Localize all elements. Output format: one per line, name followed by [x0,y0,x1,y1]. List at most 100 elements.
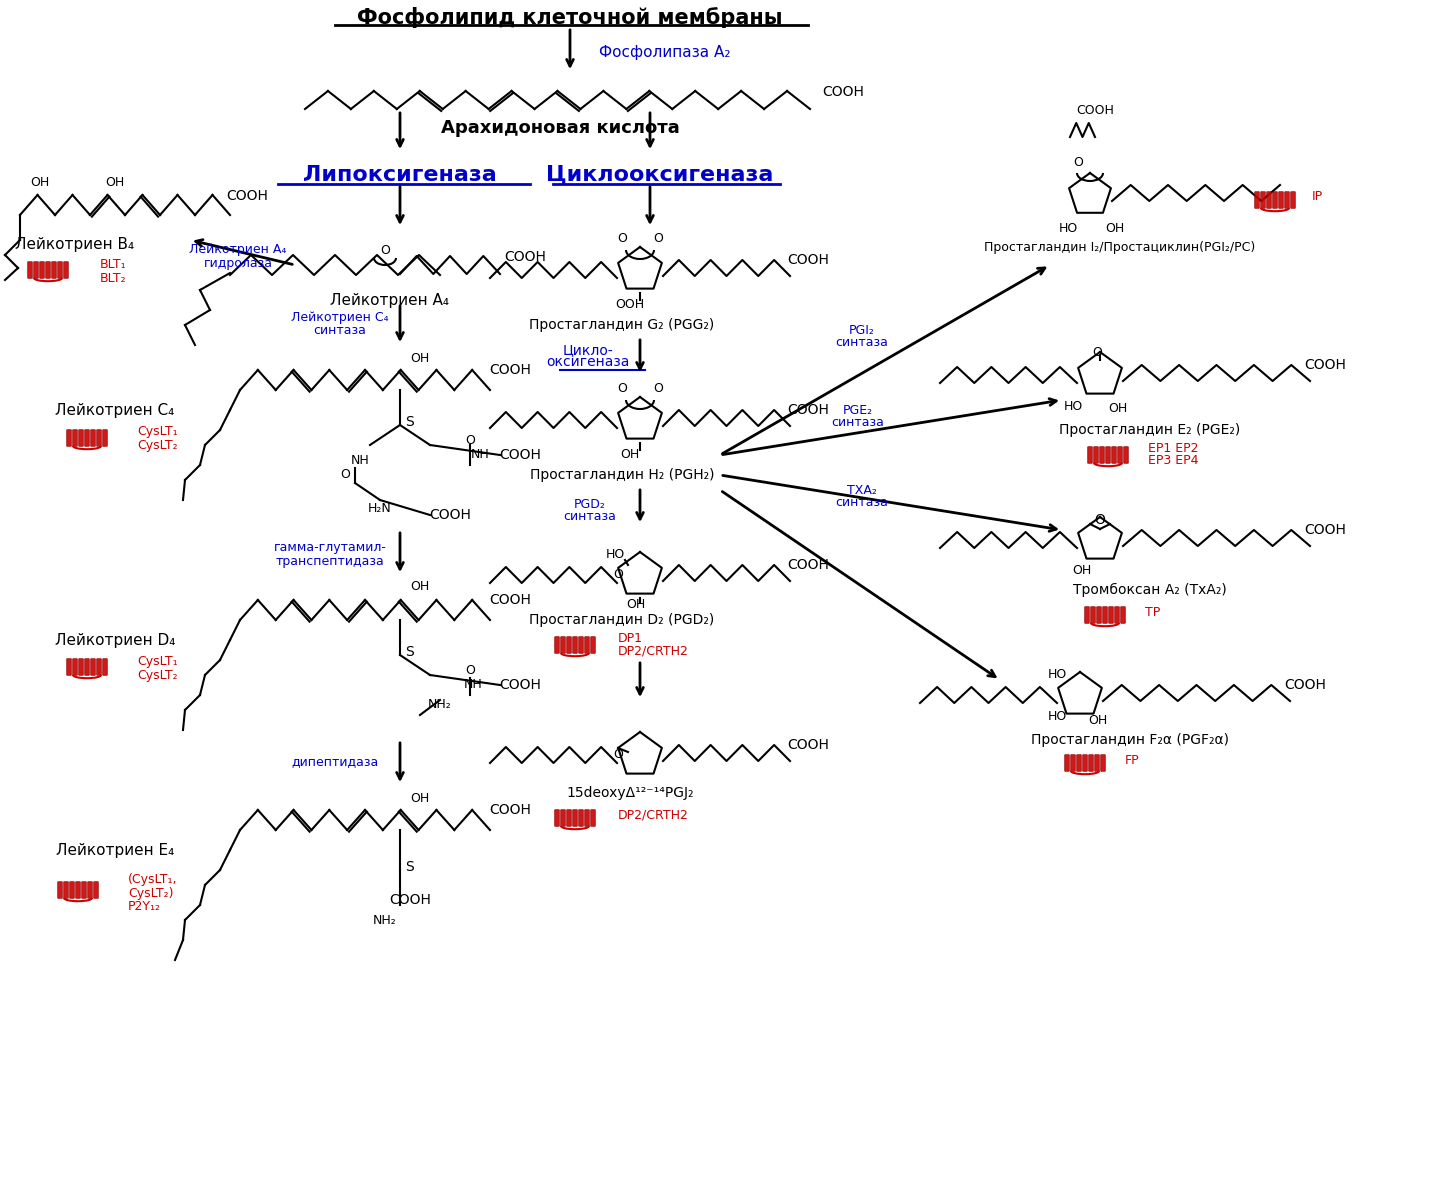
FancyBboxPatch shape [584,810,590,826]
Text: 15deoxyΔ¹²⁻¹⁴PGJ₂: 15deoxyΔ¹²⁻¹⁴PGJ₂ [567,786,694,800]
FancyBboxPatch shape [79,430,83,446]
FancyBboxPatch shape [102,430,108,446]
FancyBboxPatch shape [584,636,590,653]
Text: BLT₁: BLT₁ [99,259,127,272]
Text: Цикло-: Цикло- [563,343,613,357]
FancyBboxPatch shape [73,430,78,446]
Text: Липоксигеназа: Липоксигеназа [304,165,496,185]
Text: COOH: COOH [489,363,531,377]
FancyBboxPatch shape [1124,446,1128,463]
FancyBboxPatch shape [1255,191,1259,208]
FancyBboxPatch shape [94,882,98,899]
Text: CysLT₂: CysLT₂ [137,439,177,452]
Text: NH: NH [351,453,370,466]
Text: TP: TP [1145,605,1160,618]
FancyBboxPatch shape [567,810,571,826]
Text: OH: OH [410,579,430,592]
Text: O: O [617,231,627,245]
Text: COOH: COOH [787,558,829,572]
FancyBboxPatch shape [91,659,95,675]
FancyBboxPatch shape [567,636,571,653]
Text: COOH: COOH [1076,103,1114,116]
Text: O: O [653,381,663,394]
FancyBboxPatch shape [1291,191,1295,208]
Text: CysLT₂): CysLT₂) [128,887,174,900]
Text: NH₂: NH₂ [429,698,452,711]
Text: COOH: COOH [226,189,268,203]
Text: Простагландин I₂/Простациклин(PGI₂/PC): Простагландин I₂/Простациклин(PGI₂/PC) [984,241,1256,254]
FancyBboxPatch shape [1279,191,1284,208]
FancyBboxPatch shape [66,430,72,446]
FancyBboxPatch shape [1105,446,1111,463]
Text: H₂N: H₂N [368,501,391,514]
Text: Арахидоновая кислота: Арахидоновая кислота [440,119,679,137]
Text: COOH: COOH [1284,678,1325,692]
FancyBboxPatch shape [66,659,72,675]
Text: COOH: COOH [787,404,829,417]
Text: COOH: COOH [499,447,541,462]
FancyBboxPatch shape [52,261,56,278]
Text: O: O [465,433,475,446]
Text: O: O [653,231,663,245]
Text: CysLT₂: CysLT₂ [137,668,177,681]
Text: (CysLT₁,: (CysLT₁, [128,874,177,887]
Text: BLT₂: BLT₂ [99,273,127,286]
Text: COOH: COOH [822,85,863,99]
Text: HO: HO [606,548,625,561]
Text: OH: OH [1088,713,1108,726]
Text: Лейкотриен E₄: Лейкотриен E₄ [56,843,174,857]
FancyBboxPatch shape [561,636,566,653]
FancyBboxPatch shape [554,636,560,653]
FancyBboxPatch shape [102,659,108,675]
Text: транспептидаза: транспептидаза [276,554,384,567]
FancyBboxPatch shape [63,882,68,899]
FancyBboxPatch shape [1115,607,1120,623]
Text: PGD₂: PGD₂ [574,497,606,510]
Text: Простагландин D₂ (PGD₂): Простагландин D₂ (PGD₂) [530,612,715,627]
Text: OH: OH [620,449,639,462]
FancyBboxPatch shape [1285,191,1289,208]
Text: OH: OH [1105,222,1125,235]
Text: IP: IP [1312,190,1322,203]
Text: Фосфолипид клеточной мембраны: Фосфолипид клеточной мембраны [357,7,783,28]
FancyBboxPatch shape [1112,446,1117,463]
Text: DP1: DP1 [617,631,643,645]
Text: HO: HO [1058,222,1078,235]
Text: Простагландин H₂ (PGH₂): Простагландин H₂ (PGH₂) [530,468,714,482]
Text: O: O [380,243,390,256]
FancyBboxPatch shape [1088,446,1092,463]
FancyBboxPatch shape [578,636,583,653]
Text: DP2/CRTH2: DP2/CRTH2 [617,645,689,658]
Text: синтаза: синтаза [836,495,888,508]
Text: гамма-глутамил-: гамма-глутамил- [273,541,387,554]
Text: синтаза: синтаза [836,336,888,349]
Text: NH: NH [463,679,482,692]
FancyBboxPatch shape [1108,607,1114,623]
FancyBboxPatch shape [1071,755,1075,772]
FancyBboxPatch shape [1082,755,1088,772]
Text: COOH: COOH [504,250,545,264]
Text: OH: OH [626,598,646,611]
Text: COOH: COOH [1304,358,1345,372]
FancyBboxPatch shape [76,882,81,899]
Text: OH: OH [410,792,430,805]
FancyBboxPatch shape [88,882,92,899]
FancyBboxPatch shape [1094,446,1098,463]
FancyBboxPatch shape [58,882,62,899]
FancyBboxPatch shape [85,659,89,675]
FancyBboxPatch shape [63,261,68,278]
FancyBboxPatch shape [1065,755,1069,772]
Text: COOH: COOH [489,594,531,607]
Text: Лейкотриен A₄: Лейкотриен A₄ [331,292,449,307]
Text: Простагландин E₂ (PGE₂): Простагландин E₂ (PGE₂) [1059,423,1240,437]
Text: S: S [406,415,414,429]
Text: HO: HO [1063,400,1082,413]
Text: EP3 EP4: EP3 EP4 [1148,455,1199,468]
Text: TXA₂: TXA₂ [848,483,876,496]
Text: Циклооксигеназа: Циклооксигеназа [547,165,774,185]
Text: Простагландин F₂α (PGF₂α): Простагландин F₂α (PGF₂α) [1030,734,1229,747]
FancyBboxPatch shape [573,636,577,653]
Text: синтаза: синтаза [314,324,367,336]
Text: COOH: COOH [1304,523,1345,537]
Text: O: O [465,664,475,677]
